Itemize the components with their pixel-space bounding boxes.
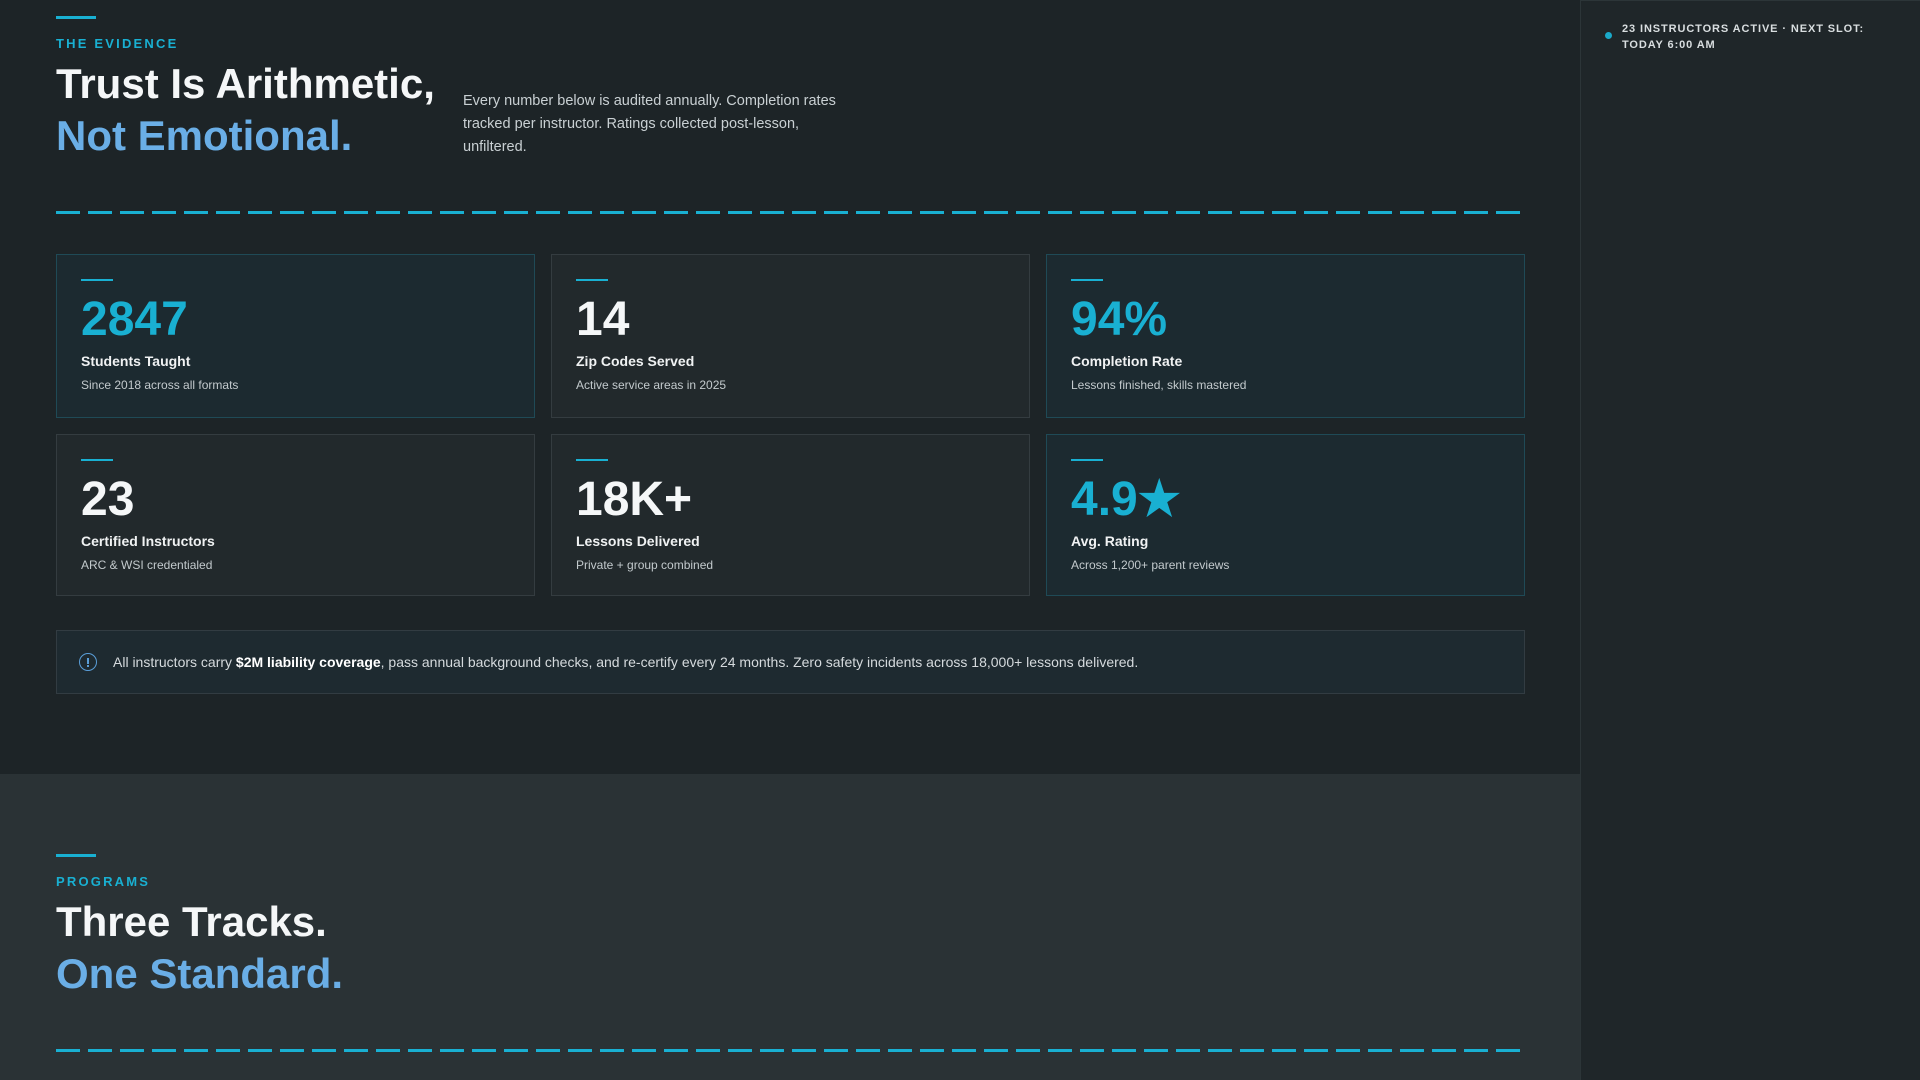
evidence-lead: Every number below is audited annually. … [463,93,836,155]
stat-subtext: Private + group combined [576,558,714,572]
notice-text-before: All instructors carry [113,654,236,670]
stat-subtext: Across 1,200+ parent reviews [1071,558,1230,572]
stat-subtext: ARC & WSI credentialed [81,558,213,572]
stat-card: 4.9★ Avg. Rating Across 1,200+ parent re… [1046,434,1525,596]
evidence-title-line2: Not Emotional. [56,112,353,159]
programs-section: PROGRAMS Three Tracks. One Standard. [0,774,1580,1080]
evidence-title-line1: Trust Is Arithmetic, [56,60,435,107]
evidence-heading: Trust Is Arithmetic, Not Emotional. [56,58,435,162]
stat-value: 23 [81,473,135,526]
stat-value: 2847 [81,293,188,346]
stat-subtext: Since 2018 across all formats [81,378,239,392]
status-dot-icon [1605,32,1612,39]
stat-value: 14 [576,293,630,346]
card-accent-bar [81,459,113,461]
programs-title-line2: One Standard. [56,950,344,997]
stat-value: 18K+ [576,473,693,526]
stat-value: 94% [1071,293,1168,346]
notice-text-bold: $2M liability coverage [235,654,381,670]
accent-bar [56,16,96,19]
dashed-divider [56,211,1520,214]
programs-heading: Three Tracks. One Standard. [56,896,1524,1000]
card-accent-bar [576,459,608,461]
safety-notice: All instructors carry $2M liability cove… [56,630,1525,694]
notice-text-after: , pass annual background checks, and re-… [380,654,1139,670]
programs-title-line1: Three Tracks. [56,898,327,945]
card-accent-bar [576,279,608,281]
stat-subtext: Active service areas in 2025 [576,378,727,392]
card-accent-bar [1071,459,1103,461]
stat-card: 2847 Students Taught Since 2018 across a… [56,254,535,418]
stat-label: Lessons Delivered [576,533,700,549]
main-content: THE EVIDENCE Trust Is Arithmetic, Not Em… [0,16,1580,1080]
evidence-eyebrow: THE EVIDENCE [56,36,179,51]
stat-label: Certified Instructors [81,533,215,549]
stat-subtext: Lessons finished, skills mastered [1071,378,1247,392]
stat-label: Avg. Rating [1071,533,1149,549]
accent-bar [56,854,96,857]
status-text: 23 INSTRUCTORS ACTIVE · NEXT SLOT: TODAY… [1622,23,1865,51]
stat-value: 4.9★ [1071,473,1181,526]
info-circle-icon [79,653,97,671]
card-accent-bar [81,279,113,281]
stat-card: 94% Completion Rate Lessons finished, sk… [1046,254,1525,418]
card-accent-bar [1071,279,1103,281]
stat-label: Zip Codes Served [576,353,695,369]
stat-card: 14 Zip Codes Served Active service areas… [551,254,1030,418]
stats-grid: 2847 Students Taught Since 2018 across a… [56,254,1525,596]
programs-eyebrow: PROGRAMS [56,874,151,889]
stat-label: Students Taught [81,353,191,369]
notice-text: All instructors carry $2M liability cove… [113,654,1138,670]
stat-card: 18K+ Lessons Delivered Private + group c… [551,434,1030,596]
sidebar: 23 INSTRUCTORS ACTIVE · NEXT SLOT: TODAY… [1580,0,1920,1080]
dashed-divider [56,1049,1520,1052]
instructor-status: 23 INSTRUCTORS ACTIVE · NEXT SLOT: TODAY… [1605,21,1905,53]
stat-card: 23 Certified Instructors ARC & WSI crede… [56,434,535,596]
stat-label: Completion Rate [1071,353,1183,369]
